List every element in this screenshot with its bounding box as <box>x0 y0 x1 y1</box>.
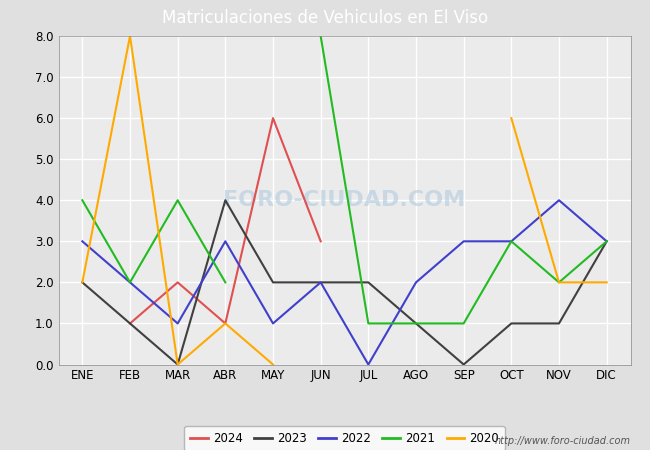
Text: Matriculaciones de Vehiculos en El Viso: Matriculaciones de Vehiculos en El Viso <box>162 9 488 27</box>
Legend: 2024, 2023, 2022, 2021, 2020: 2024, 2023, 2022, 2021, 2020 <box>185 426 504 450</box>
Text: http://www.foro-ciudad.com: http://www.foro-ciudad.com <box>495 436 630 446</box>
Text: FORO-CIUDAD.COM: FORO-CIUDAD.COM <box>224 190 465 210</box>
